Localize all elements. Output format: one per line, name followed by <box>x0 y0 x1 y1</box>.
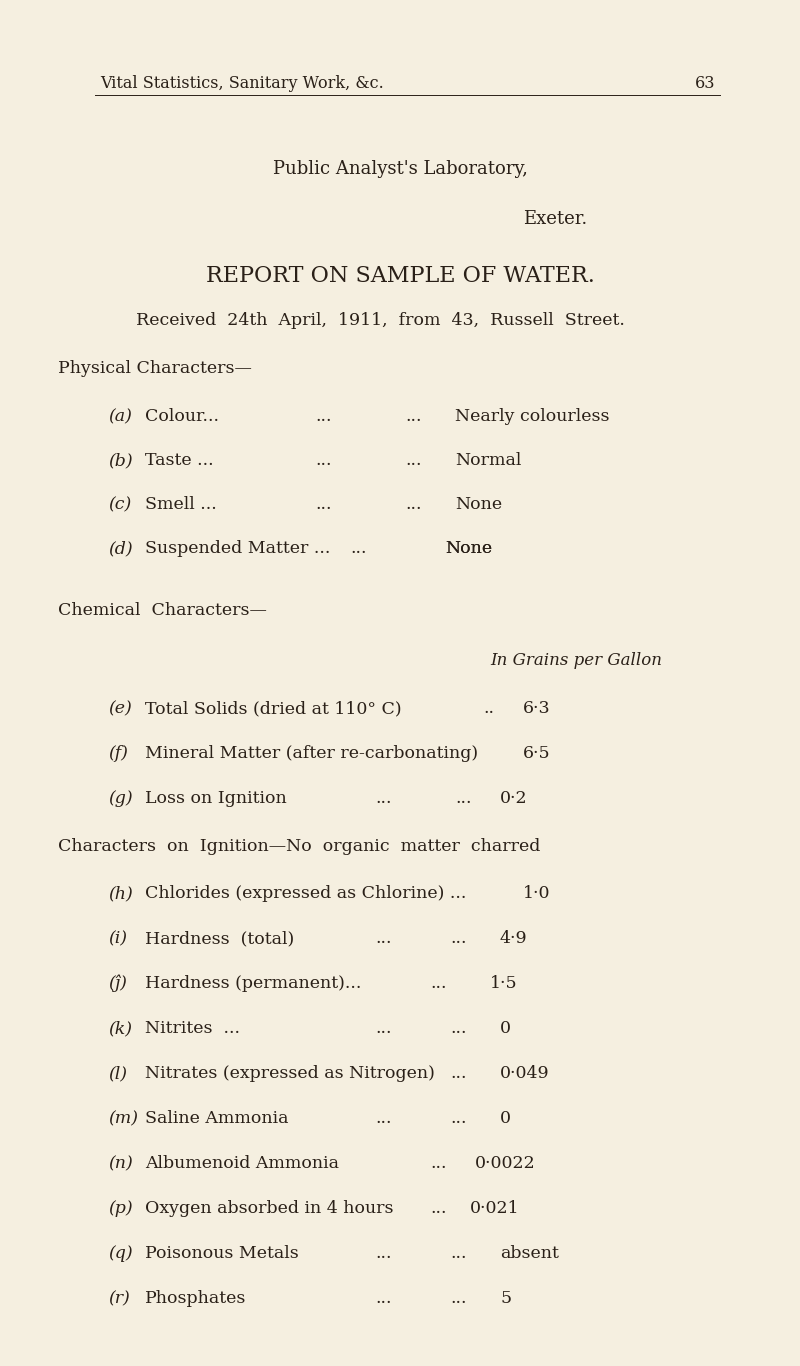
Text: Hardness  (total): Hardness (total) <box>145 930 294 947</box>
Text: 63: 63 <box>695 75 715 92</box>
Text: ...: ... <box>450 1020 466 1037</box>
Text: (n): (n) <box>108 1156 133 1172</box>
Text: Phosphates: Phosphates <box>145 1290 246 1307</box>
Text: ...: ... <box>350 540 366 557</box>
Text: ...: ... <box>375 930 391 947</box>
Text: ...: ... <box>405 496 422 514</box>
Text: Mineral Matter (after re-carbonating): Mineral Matter (after re-carbonating) <box>145 744 478 762</box>
Text: ...: ... <box>430 975 446 992</box>
Text: ...: ... <box>315 408 331 425</box>
Text: Albumenoid Ammonia: Albumenoid Ammonia <box>145 1156 339 1172</box>
Text: Vital Statistics, Sanitary Work, &c.: Vital Statistics, Sanitary Work, &c. <box>100 75 384 92</box>
Text: Oxygen absorbed in 4 hours: Oxygen absorbed in 4 hours <box>145 1199 394 1217</box>
Text: Taste ...: Taste ... <box>145 452 214 469</box>
Text: ...: ... <box>450 930 466 947</box>
Text: (q): (q) <box>108 1244 133 1262</box>
Text: Characters  on  Ignition—No  organic  matter  charred: Characters on Ignition—No organic matter… <box>58 837 540 855</box>
Text: 0·2: 0·2 <box>500 790 528 807</box>
Text: Total Solids (dried at 110° C): Total Solids (dried at 110° C) <box>145 699 402 717</box>
Text: Loss on Ignition: Loss on Ignition <box>145 790 286 807</box>
Text: ...: ... <box>315 496 331 514</box>
Text: ...: ... <box>375 790 391 807</box>
Text: ...: ... <box>315 452 331 469</box>
Text: Suspended Matter ...: Suspended Matter ... <box>145 540 330 557</box>
Text: ...: ... <box>375 1111 391 1127</box>
Text: None: None <box>455 496 502 514</box>
Text: (ĵ): (ĵ) <box>108 975 127 993</box>
Text: Received  24th  April,  1911,  from  43,  Russell  Street.: Received 24th April, 1911, from 43, Russ… <box>135 311 625 329</box>
Text: 1·0: 1·0 <box>523 885 550 902</box>
Text: Nearly colourless: Nearly colourless <box>455 408 610 425</box>
Text: Colour...: Colour... <box>145 408 219 425</box>
Text: Chlorides (expressed as Chlorine) ...: Chlorides (expressed as Chlorine) ... <box>145 885 466 902</box>
Text: Exeter.: Exeter. <box>523 210 587 228</box>
Text: ...: ... <box>450 1111 466 1127</box>
Text: (a): (a) <box>108 408 132 425</box>
Text: ...: ... <box>375 1020 391 1037</box>
Text: Normal: Normal <box>455 452 522 469</box>
Text: 0: 0 <box>500 1111 511 1127</box>
Text: (l): (l) <box>108 1065 127 1082</box>
Text: (d): (d) <box>108 540 133 557</box>
Text: 0·049: 0·049 <box>500 1065 550 1082</box>
Text: 5: 5 <box>500 1290 511 1307</box>
Text: (p): (p) <box>108 1199 133 1217</box>
Text: (f): (f) <box>108 744 128 762</box>
Text: (m): (m) <box>108 1111 138 1127</box>
Text: Saline Ammonia: Saline Ammonia <box>145 1111 289 1127</box>
Text: Poisonous Metals: Poisonous Metals <box>145 1244 298 1262</box>
Text: Hardness (permanent)...: Hardness (permanent)... <box>145 975 362 992</box>
Text: ...: ... <box>450 1290 466 1307</box>
Text: 0·0022: 0·0022 <box>475 1156 536 1172</box>
Text: (b): (b) <box>108 452 133 469</box>
Text: ...: ... <box>430 1156 446 1172</box>
Text: Nitrates (expressed as Nitrogen): Nitrates (expressed as Nitrogen) <box>145 1065 435 1082</box>
Text: None: None <box>445 540 492 557</box>
Text: (r): (r) <box>108 1290 130 1307</box>
Text: Physical Characters—: Physical Characters— <box>58 361 252 377</box>
Text: Nitrites  ...: Nitrites ... <box>145 1020 240 1037</box>
Text: ...: ... <box>375 1244 391 1262</box>
Text: absent: absent <box>500 1244 559 1262</box>
Text: 6·5: 6·5 <box>523 744 550 762</box>
Text: 0·021: 0·021 <box>470 1199 520 1217</box>
Text: (h): (h) <box>108 885 133 902</box>
Text: ...: ... <box>405 408 422 425</box>
Text: ..: .. <box>483 699 494 717</box>
Text: Public Analyst's Laboratory,: Public Analyst's Laboratory, <box>273 160 527 178</box>
Text: ...: ... <box>430 1199 446 1217</box>
Text: In Grains per Gallon: In Grains per Gallon <box>490 652 662 669</box>
Text: ...: ... <box>405 452 422 469</box>
Text: (c): (c) <box>108 496 131 514</box>
Text: ...: ... <box>450 1244 466 1262</box>
Text: (g): (g) <box>108 790 133 807</box>
Text: 0: 0 <box>500 1020 511 1037</box>
Text: (e): (e) <box>108 699 132 717</box>
Text: 4·9: 4·9 <box>500 930 528 947</box>
Text: Chemical  Characters—: Chemical Characters— <box>58 602 267 619</box>
Text: Smell ...: Smell ... <box>145 496 217 514</box>
Text: 1·5: 1·5 <box>490 975 518 992</box>
Text: None: None <box>445 540 492 557</box>
Text: ...: ... <box>450 1065 466 1082</box>
Text: ...: ... <box>455 790 471 807</box>
Text: ...: ... <box>375 1290 391 1307</box>
Text: REPORT ON SAMPLE OF WATER.: REPORT ON SAMPLE OF WATER. <box>206 265 594 287</box>
Text: (i): (i) <box>108 930 127 947</box>
Text: 6·3: 6·3 <box>523 699 550 717</box>
Text: (k): (k) <box>108 1020 132 1037</box>
